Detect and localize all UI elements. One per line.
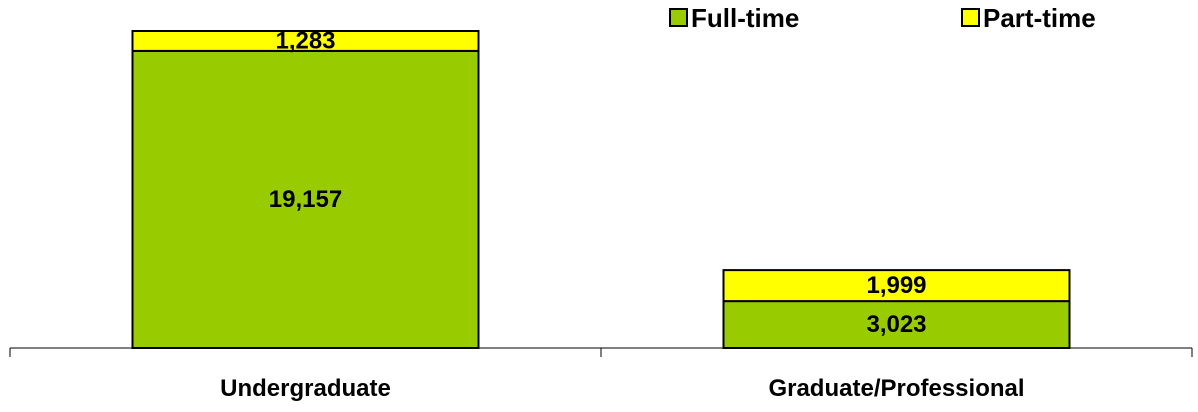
bars: 19,157 1,283 3,023 1,999 bbox=[131, 27, 1071, 350]
bar-graduate-professional-part-time bbox=[722, 269, 1071, 303]
bar-undergraduate-full-time bbox=[131, 49, 480, 349]
category-label-graduate-professional: Graduate/Professional bbox=[768, 375, 1024, 402]
legend-label-part-time: Part-time bbox=[983, 3, 1096, 33]
x-axis: Undergraduate Graduate/Professional bbox=[9, 347, 1193, 402]
legend-label-full-time: Full-time bbox=[691, 3, 799, 33]
legend-swatch-full-time bbox=[669, 8, 688, 27]
data-label-graduate-professional-full-time: 3,023 bbox=[866, 311, 926, 338]
data-label-undergraduate-full-time: 19,157 bbox=[269, 186, 342, 213]
data-label-undergraduate-part-time: 1,283 bbox=[275, 27, 335, 54]
data-label-graduate-professional-part-time: 1,999 bbox=[866, 272, 926, 299]
legend-swatch-part-time bbox=[961, 8, 980, 27]
bar-undergraduate-part-time bbox=[131, 30, 480, 52]
legend: Full-time Part-time bbox=[669, 3, 1096, 33]
category-label-undergraduate: Undergraduate bbox=[220, 375, 391, 402]
